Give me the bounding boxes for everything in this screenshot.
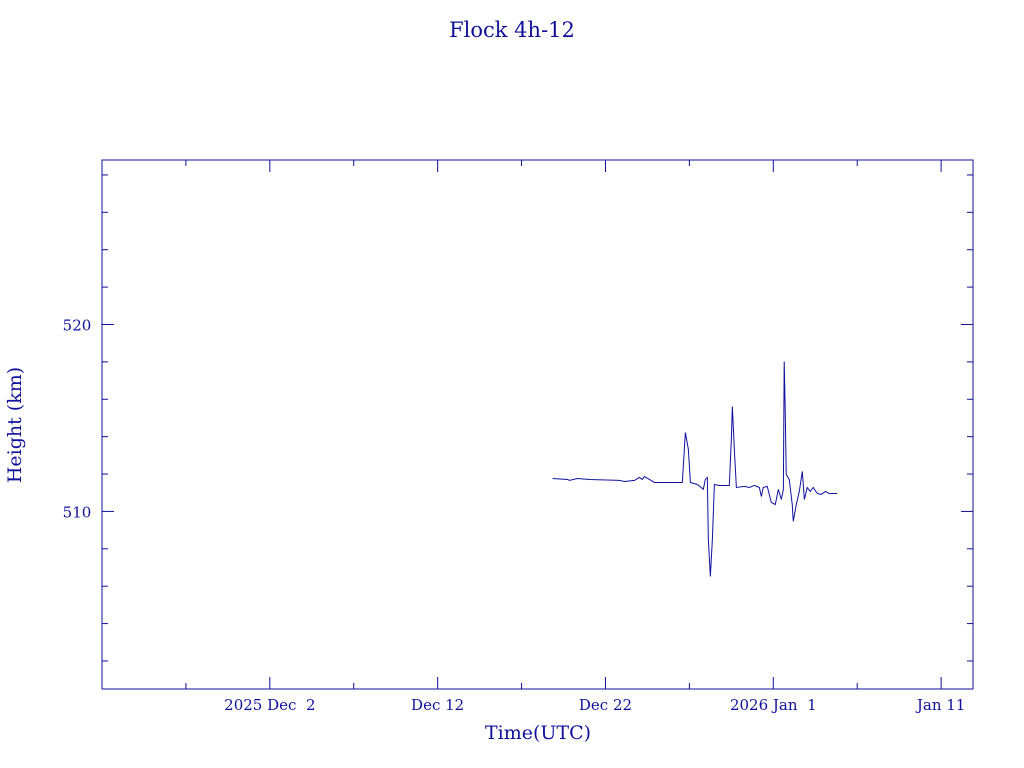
plot-frame [101,159,974,690]
y-axis-label: Height (km) [4,367,26,483]
x-tick-label: Dec 12 [411,696,464,714]
x-tick-label: 2025 Dec 2 [224,696,315,714]
x-tick-label: Dec 22 [579,696,632,714]
x-axis-label: Time(UTC) [485,722,591,744]
y-tick-label: 510 [63,503,92,521]
chart-title: Flock 4h-12 [449,18,575,42]
data-line [552,361,838,577]
x-tick-label: 2026 Jan 1 [730,696,817,714]
x-tick-label: Jan 11 [915,696,965,714]
y-tick-label: 520 [63,316,92,334]
